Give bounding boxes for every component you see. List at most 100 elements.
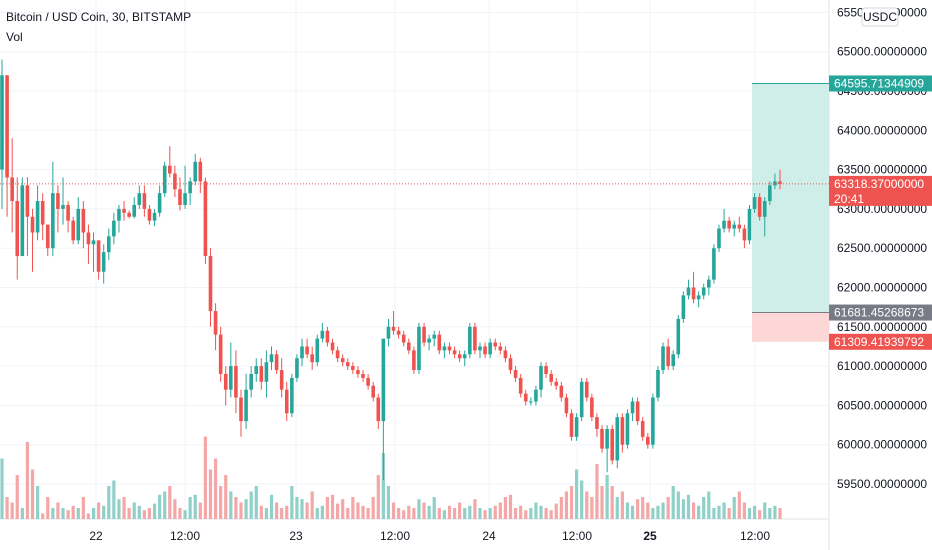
candle-body xyxy=(422,326,426,343)
candle-body xyxy=(625,413,630,445)
volume-bar xyxy=(595,464,599,519)
candle-body xyxy=(732,224,737,229)
volume-bar xyxy=(203,436,207,519)
current-price-tag-bg xyxy=(829,175,932,206)
candle-body xyxy=(10,177,14,202)
candle-body xyxy=(356,370,360,374)
y-tick-label: 62000.00000000 xyxy=(837,281,927,295)
volume-bar xyxy=(0,458,4,519)
volume-bar xyxy=(442,510,446,519)
candle-body xyxy=(523,393,528,402)
candle-body xyxy=(544,366,548,374)
volume-bar xyxy=(97,502,101,519)
candle-body xyxy=(178,189,182,205)
candle-body xyxy=(147,208,152,221)
volume-bar xyxy=(66,510,70,519)
volume-bar xyxy=(752,505,757,519)
volume-bar xyxy=(651,508,655,519)
volume-bar xyxy=(356,502,360,519)
volume-bar xyxy=(727,508,731,519)
volume-bar xyxy=(590,497,594,519)
candle-body xyxy=(681,295,686,319)
candle-body xyxy=(529,401,533,403)
volume-bar xyxy=(341,499,345,519)
volume-bar xyxy=(178,508,182,519)
volume-bar xyxy=(346,508,350,519)
volume-bar xyxy=(102,505,106,519)
volume-bar xyxy=(325,497,330,519)
candle-body xyxy=(127,212,131,217)
volume-bar xyxy=(158,494,162,519)
volume-bar xyxy=(666,497,670,519)
candle-body xyxy=(223,373,228,390)
candle-body xyxy=(25,185,30,217)
volume-bar xyxy=(539,505,543,519)
volume-bar xyxy=(56,502,60,519)
candle-body xyxy=(574,417,579,437)
volume-bar xyxy=(524,510,528,519)
volume-bar xyxy=(254,486,258,519)
volume-bar xyxy=(219,486,223,519)
volume-bar xyxy=(51,508,55,519)
volume-bar xyxy=(600,486,604,519)
volume-bar xyxy=(234,497,238,519)
candle-body xyxy=(244,389,248,422)
candle-body xyxy=(122,208,126,213)
volume-bar xyxy=(702,497,706,519)
candle-body xyxy=(478,346,482,351)
volume-bar xyxy=(508,494,513,519)
volume-bar xyxy=(768,508,772,519)
candle-body xyxy=(630,401,635,414)
candle-body xyxy=(106,236,111,253)
volume-bar xyxy=(427,505,431,519)
volume-bar xyxy=(386,486,391,519)
candle-body xyxy=(162,165,167,194)
volume-bar xyxy=(173,499,177,519)
candle-body xyxy=(615,417,620,461)
candle-body xyxy=(274,354,279,371)
candle-body xyxy=(183,193,187,205)
volume-bar xyxy=(417,499,421,519)
volume-bar xyxy=(30,469,35,519)
candle-body xyxy=(295,358,299,378)
candle-body xyxy=(473,326,477,351)
volume-bar xyxy=(376,475,380,519)
candle-body xyxy=(284,389,289,414)
candle-body xyxy=(722,220,726,229)
y-tick-label: 60500.00000000 xyxy=(837,398,927,412)
volume-bar xyxy=(274,502,279,519)
volume-bar xyxy=(137,505,141,519)
volume-bar xyxy=(686,494,691,519)
candle-body xyxy=(254,366,259,374)
volume-bar xyxy=(513,508,518,519)
candle-body xyxy=(152,212,157,221)
volume-bar xyxy=(315,508,319,519)
candle-body xyxy=(269,354,274,363)
y-tick-label: 62500.00000000 xyxy=(837,241,927,255)
volume-bar xyxy=(407,505,411,519)
volume-bar xyxy=(620,491,624,519)
candle-body xyxy=(701,287,706,296)
candle-body xyxy=(20,185,25,257)
volume-bar xyxy=(397,508,401,519)
volume-bar xyxy=(239,502,243,519)
volume-bar xyxy=(371,497,375,519)
candle-body xyxy=(539,366,543,390)
candle-body xyxy=(640,421,645,437)
candle-body xyxy=(768,185,772,202)
entry-price-tag-bg xyxy=(829,304,932,321)
candle-body xyxy=(498,346,503,351)
volume-bar xyxy=(5,497,9,519)
volume-bar xyxy=(25,442,30,519)
volume-bar xyxy=(452,508,457,519)
volume-bar xyxy=(336,503,340,519)
countdown-label: 20:41 xyxy=(834,192,864,206)
volume-bar xyxy=(81,497,85,519)
current-price-tag: 63318.37000000 xyxy=(834,177,924,191)
volume-indicator-label[interactable]: Vol xyxy=(6,30,23,44)
volume-bar xyxy=(127,508,131,519)
volume-bar xyxy=(636,499,640,519)
candle-body xyxy=(345,362,350,367)
